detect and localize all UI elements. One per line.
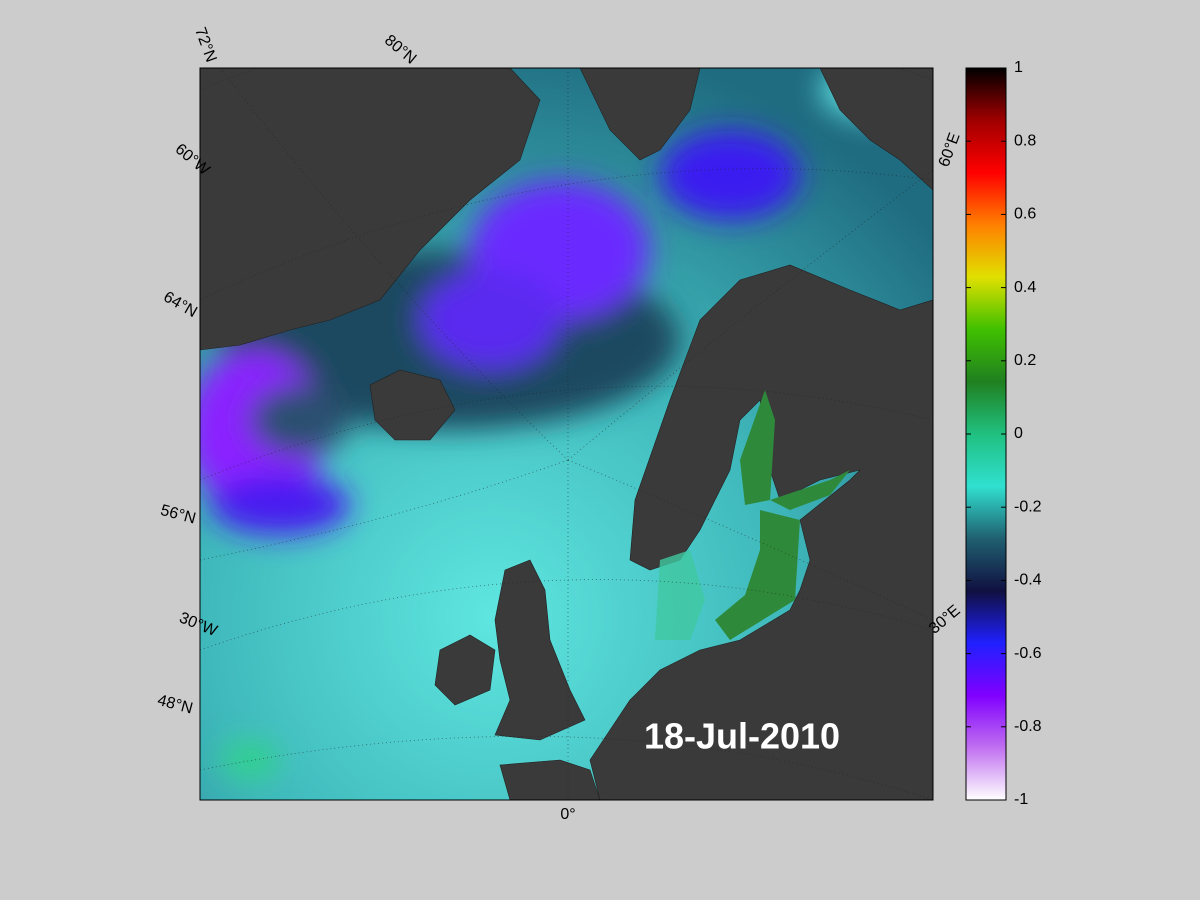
colorbar-tick-label: -1 — [1014, 791, 1028, 808]
map-area — [200, 68, 933, 800]
colorbar-tick-label: 1 — [1014, 59, 1023, 76]
colorbar — [965, 67, 1007, 801]
colorbar-tick-label: -0.4 — [1014, 572, 1042, 589]
colorbar-tick-label: 0.4 — [1014, 279, 1036, 296]
graticule-label: 0° — [560, 806, 575, 823]
graticule-label: 72°N — [191, 25, 219, 64]
colorbar-tick-label: 0.8 — [1014, 132, 1036, 149]
date-label: 18-Jul-2010 — [644, 716, 840, 757]
colorbar-tick-label: 0.6 — [1014, 206, 1036, 223]
colorbar-tick-label: 0.2 — [1014, 352, 1036, 369]
colorbar-tick-label: -0.8 — [1014, 718, 1042, 735]
colorbar-tick-label: 0 — [1014, 425, 1023, 442]
colorbar-tick-label: -0.6 — [1014, 645, 1042, 662]
colorbar-tick-label: -0.2 — [1014, 498, 1042, 515]
graticule-label: 80°N — [381, 32, 419, 68]
graticule-label: 64°N — [160, 288, 199, 321]
graticule-label: 48°N — [156, 692, 195, 718]
map-frame — [199, 67, 934, 801]
graticule-label: 56°N — [159, 502, 198, 528]
graticule-label: 60°E — [936, 131, 964, 170]
